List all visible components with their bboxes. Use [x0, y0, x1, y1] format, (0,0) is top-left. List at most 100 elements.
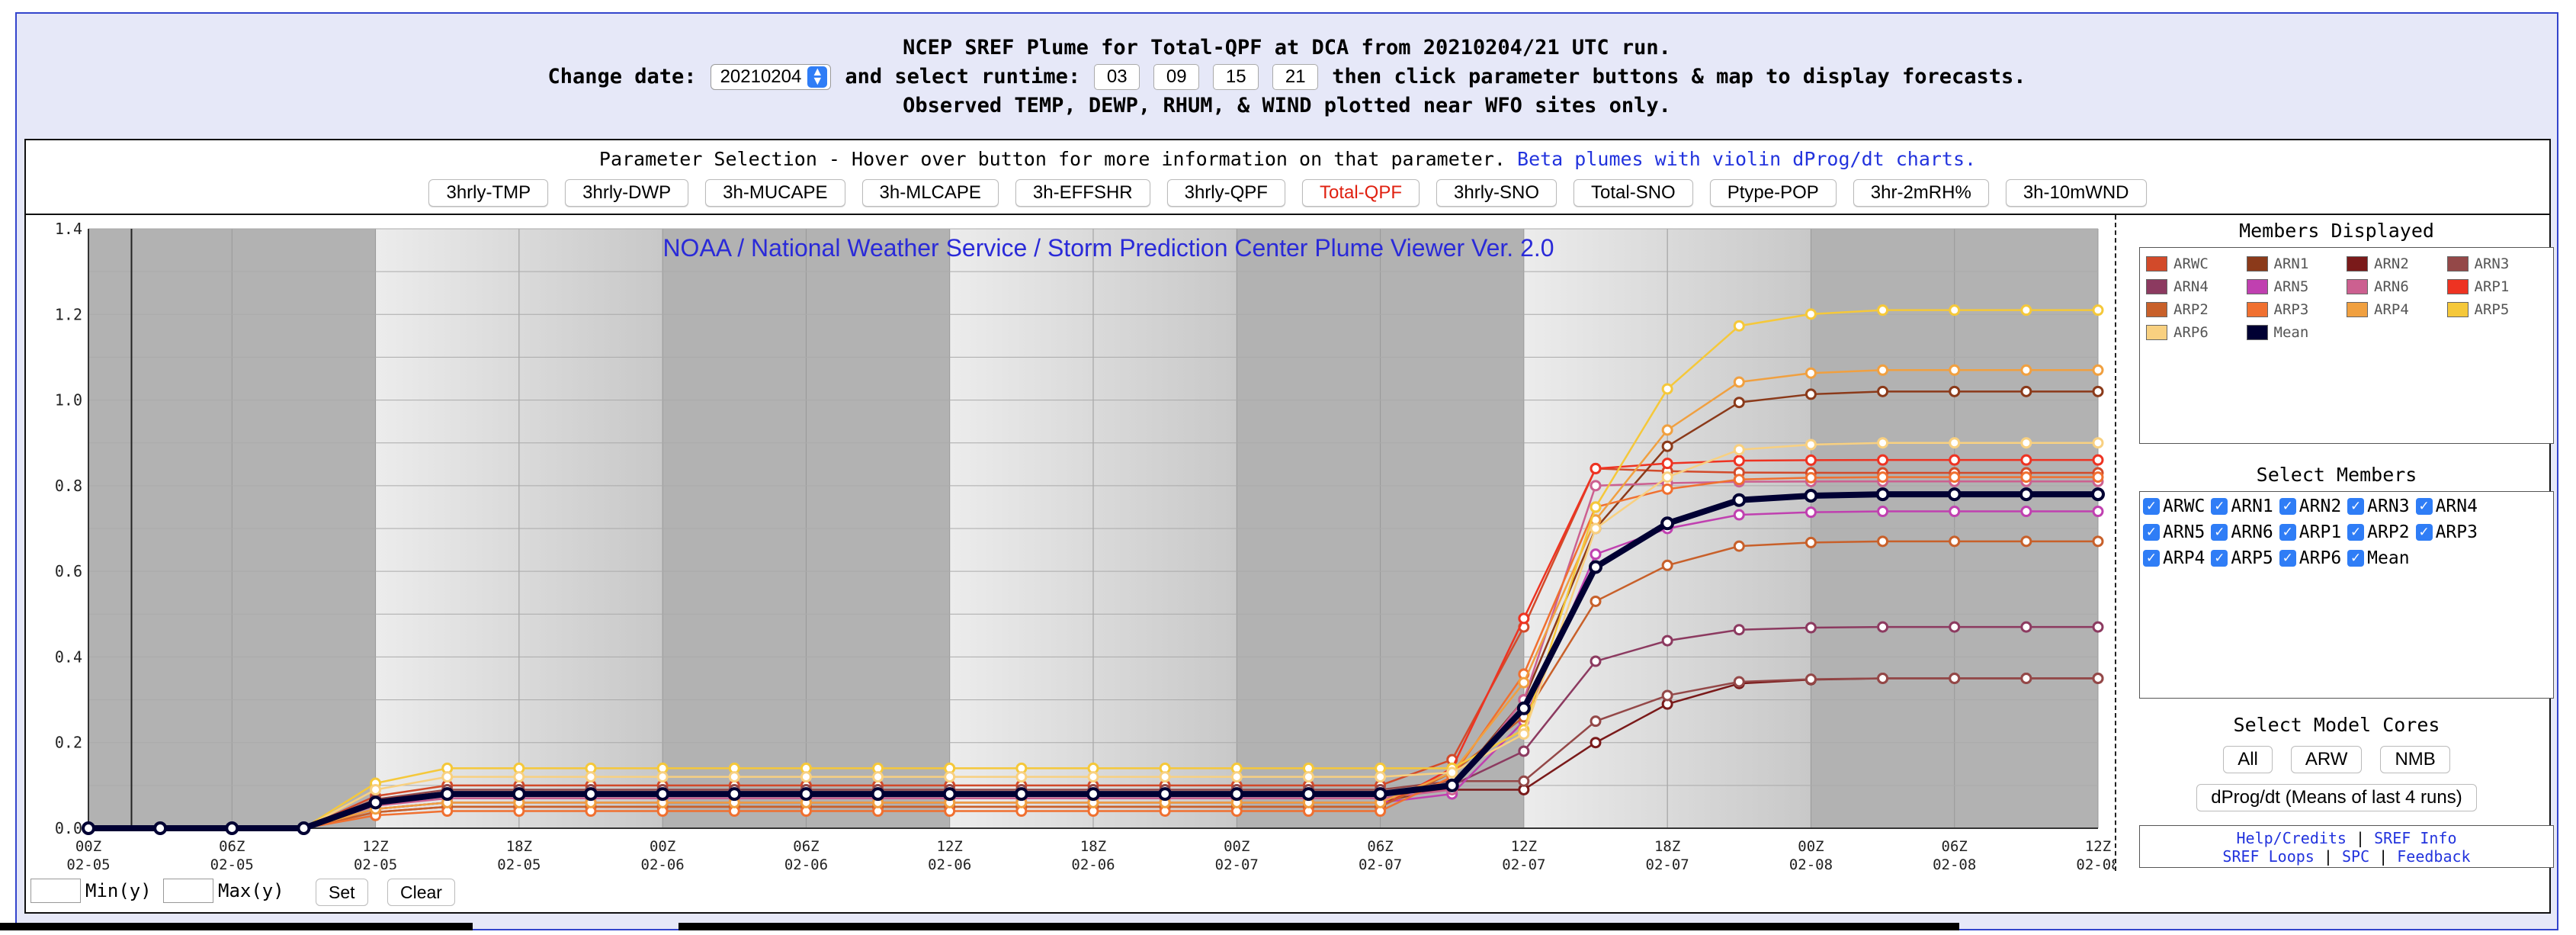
data-point-arp6 — [441, 771, 454, 783]
param-button-3hrly-qpf[interactable]: 3hrly-QPF — [1166, 179, 1285, 207]
data-point-arp6 — [1733, 444, 1745, 456]
member-checkbox-arp6[interactable]: ✓ ARP6 — [2279, 548, 2341, 568]
legend-label: ARWC — [2173, 255, 2209, 272]
sref-loops-link[interactable]: SREF Loops — [2222, 847, 2315, 866]
checkmark-icon[interactable]: ✓ — [2143, 524, 2160, 541]
checkmark-icon[interactable]: ✓ — [2143, 550, 2160, 567]
chart-title: NOAA / National Weather Service / Storm … — [662, 234, 1554, 262]
param-button-3hr-2mrh-[interactable]: 3hr-2mRH% — [1853, 179, 1989, 207]
member-checkbox-arn3[interactable]: ✓ ARN3 — [2347, 496, 2410, 516]
legend-label: ARP3 — [2273, 301, 2309, 318]
data-point-mean — [1301, 787, 1316, 802]
runtime-button-03[interactable]: 03 — [1094, 64, 1140, 90]
checkmark-icon[interactable]: ✓ — [2347, 498, 2365, 515]
max-y-input[interactable] — [163, 879, 213, 903]
set-button[interactable]: Set — [316, 879, 368, 906]
member-label: Mean — [2367, 548, 2410, 568]
y-range-controls: Min(y) Max(y) Set Clear — [26, 871, 2549, 912]
dprog-button[interactable]: dProg/dt (Means of last 4 runs) — [2196, 784, 2477, 811]
y-tick-label: 0.4 — [55, 647, 82, 666]
checkmark-icon[interactable]: ✓ — [2211, 498, 2228, 515]
member-checkbox-arn6[interactable]: ✓ ARN6 — [2211, 522, 2273, 542]
checkmark-icon[interactable]: ✓ — [2347, 524, 2365, 541]
x-tick-label-date: 02-05 — [210, 856, 254, 871]
spc-link[interactable]: SPC — [2341, 847, 2370, 866]
param-button-total-sno[interactable]: Total-SNO — [1574, 179, 1693, 207]
member-checkbox-mean[interactable]: ✓ Mean — [2347, 548, 2410, 568]
param-button-3hrly-tmp[interactable]: 3hrly-TMP — [428, 179, 549, 207]
member-checkbox-arp4[interactable]: ✓ ARP4 — [2143, 548, 2205, 568]
runtime-button-09[interactable]: 09 — [1153, 64, 1200, 90]
plume-chart[interactable]: 0.00.20.40.60.81.01.21.400Z02-0506Z02-05… — [26, 215, 2115, 871]
data-point-arn5 — [1949, 506, 1961, 518]
param-button-3h-mucape[interactable]: 3h-MUCAPE — [705, 179, 845, 207]
checkmark-icon[interactable]: ✓ — [2279, 498, 2296, 515]
runtime-button-21[interactable]: 21 — [1272, 64, 1319, 90]
legend-item-arp2: ARP2 — [2146, 301, 2247, 318]
checkmark-icon[interactable]: ✓ — [2211, 524, 2228, 541]
param-button-ptype-pop[interactable]: Ptype-POP — [1709, 179, 1837, 207]
legend-item-arp1: ARP1 — [2446, 278, 2548, 295]
member-checkbox-arn4[interactable]: ✓ ARN4 — [2415, 496, 2478, 516]
data-point-arp4 — [2092, 364, 2104, 376]
core-button-nmb[interactable]: NMB — [2380, 746, 2450, 773]
data-point-arn3 — [1877, 673, 1889, 684]
member-checkbox-arn5[interactable]: ✓ ARN5 — [2143, 522, 2205, 542]
member-checkbox-arn1[interactable]: ✓ ARN1 — [2211, 496, 2273, 516]
help-credits-link[interactable]: Help/Credits — [2236, 829, 2347, 847]
clear-button[interactable]: Clear — [387, 879, 455, 906]
chevron-updown-icon: ▲ ▼ — [807, 66, 828, 88]
data-point-mean — [368, 795, 383, 810]
member-checkbox-arp1[interactable]: ✓ ARP1 — [2279, 522, 2341, 542]
checkmark-icon[interactable]: ✓ — [2211, 550, 2228, 567]
member-checkbox-arp5[interactable]: ✓ ARP5 — [2211, 548, 2273, 568]
min-y-label: Min(y) — [85, 880, 152, 901]
y-tick-label: 0.0 — [55, 819, 82, 837]
checkmark-icon[interactable]: ✓ — [2279, 550, 2296, 567]
page-frame: NCEP SREF Plume for Total-QPF at DCA fro… — [15, 12, 2558, 930]
param-button-3h-effshr[interactable]: 3h-EFFSHR — [1015, 179, 1150, 207]
data-point-arp5 — [1733, 320, 1745, 332]
member-checkbox-arp3[interactable]: ✓ ARP3 — [2415, 522, 2478, 542]
member-checkbox-arp2[interactable]: ✓ ARP2 — [2347, 522, 2410, 542]
data-point-arp6 — [1590, 522, 1602, 535]
feedback-link[interactable]: Feedback — [2397, 847, 2471, 866]
date-select[interactable]: 20210204 ▲ ▼ — [710, 64, 832, 90]
bottom-edge — [678, 923, 1959, 930]
checkmark-icon[interactable]: ✓ — [2415, 524, 2433, 541]
param-button-3h-mlcape[interactable]: 3h-MLCAPE — [861, 179, 999, 207]
data-point-arn1 — [1804, 388, 1817, 400]
runtime-button-15[interactable]: 15 — [1213, 64, 1259, 90]
param-button-total-qpf[interactable]: Total-QPF — [1301, 179, 1420, 207]
data-point-arp6 — [1446, 766, 1458, 779]
data-point-mean — [1589, 560, 1602, 574]
data-point-mean — [942, 787, 957, 802]
param-button-3hrly-dwp[interactable]: 3hrly-DWP — [565, 179, 689, 207]
x-tick-label-date: 02-08 — [1933, 856, 1976, 871]
member-checkbox-arwc[interactable]: ✓ ARWC — [2143, 496, 2205, 516]
checkmark-icon[interactable]: ✓ — [2279, 524, 2296, 541]
data-point-arp2 — [2092, 535, 2104, 548]
checkmark-icon[interactable]: ✓ — [2347, 550, 2365, 567]
core-button-all[interactable]: All — [2223, 746, 2273, 773]
core-button-arw[interactable]: ARW — [2290, 746, 2363, 773]
member-checkbox-arn2[interactable]: ✓ ARN2 — [2279, 496, 2341, 516]
x-tick-label-hour: 06Z — [793, 838, 819, 855]
legend-item-arn2: ARN2 — [2347, 255, 2447, 272]
min-y-input[interactable] — [30, 879, 81, 903]
panel-divider — [2115, 215, 2116, 871]
checkmark-icon[interactable]: ✓ — [2143, 498, 2160, 515]
data-point-arn5 — [1804, 506, 1817, 519]
data-point-arp4 — [1804, 367, 1817, 379]
x-tick-label-date: 02-05 — [66, 856, 110, 871]
sref-info-link[interactable]: SREF Info — [2374, 829, 2457, 847]
param-button-3hrly-sno[interactable]: 3hrly-SNO — [1436, 179, 1557, 207]
model-core-buttons: All ARW NMB — [2121, 746, 2552, 773]
parameter-buttons: 3hrly-TMP 3hrly-DWP 3h-MUCAPE 3h-MLCAPE 3h-E… — [26, 179, 2549, 207]
checkmark-icon[interactable]: ✓ — [2415, 498, 2433, 515]
data-point-arn3 — [1590, 715, 1602, 728]
param-button-3h-10mwnd[interactable]: 3h-10mWND — [2005, 179, 2147, 207]
beta-plumes-link[interactable]: Beta plumes with violin dProg/dt charts. — [1517, 148, 1977, 170]
data-point-arp3 — [1877, 471, 1889, 484]
data-point-arn5 — [2092, 506, 2104, 518]
